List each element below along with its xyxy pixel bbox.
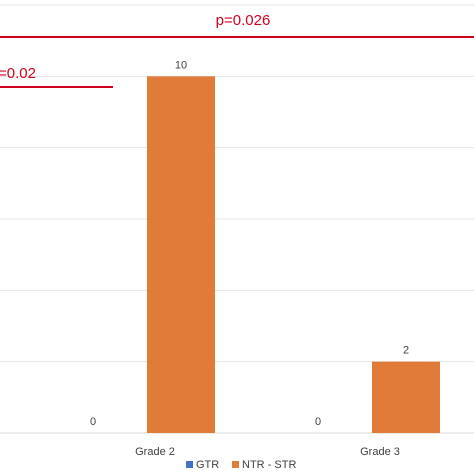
pvalue-label-top: p=0.026 bbox=[216, 12, 271, 29]
x-tick-label: Grade 2 bbox=[135, 446, 175, 458]
bar-ntr-str-grade-3 bbox=[372, 361, 440, 433]
bars-group bbox=[147, 76, 440, 433]
legend-label-gtr: GTR bbox=[196, 459, 219, 471]
x-tick-label: Grade 3 bbox=[360, 446, 400, 458]
legend-swatch-gtr bbox=[186, 461, 193, 468]
data-label: 0 bbox=[90, 416, 96, 428]
bar-ntr-str-grade-2 bbox=[147, 76, 215, 433]
legend-label-ntr-str: NTR - STR bbox=[242, 459, 296, 471]
labels-group: 0 10 Grade 2 0 2 Grade 3 bbox=[90, 59, 409, 458]
data-label: 0 bbox=[315, 416, 321, 428]
data-label: 10 bbox=[175, 59, 187, 71]
legend-swatch-ntr-str bbox=[232, 461, 239, 468]
data-label: 2 bbox=[403, 345, 409, 357]
pvalue-label-left: =0.02 bbox=[0, 65, 36, 82]
gridlines bbox=[0, 4, 474, 363]
legend: GTR NTR - STR bbox=[186, 459, 296, 471]
